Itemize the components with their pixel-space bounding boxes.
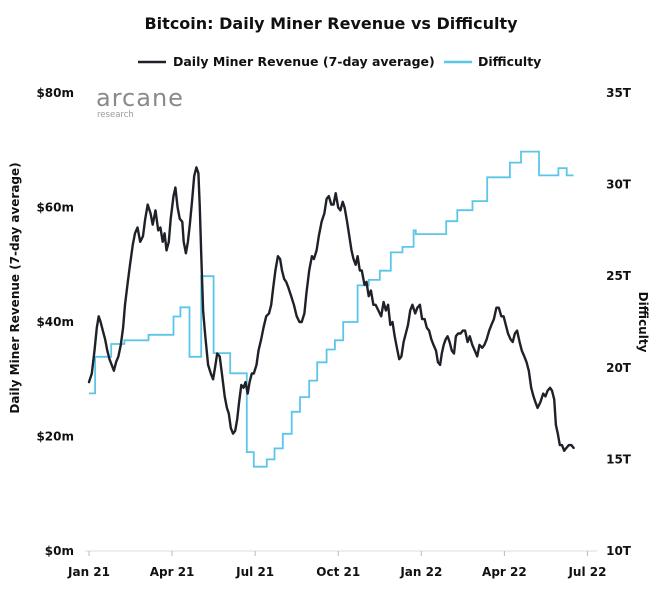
series-line-difficulty [89, 150, 574, 468]
brand-logo: arcane research [96, 84, 184, 120]
y-left-tick-label: $20m [36, 430, 74, 444]
y-right-axis: 10T 15T 20T 25T 30T 35T [606, 86, 632, 558]
series-line-revenue [87, 166, 575, 452]
x-axis: Jan 21 Apr 21 Jul 21 Oct 21 Jan 22 Apr 22 Jul … [67, 550, 606, 579]
brand-name: arcane [96, 84, 184, 112]
y-left-tick-label: $40m [36, 315, 74, 329]
y-right-tick-label: 15T [606, 452, 632, 466]
y-right-tick-label: 10T [606, 544, 632, 558]
x-tick-label: Jan 22 [399, 565, 442, 579]
y-right-axis-title: Difficulty [636, 292, 650, 353]
x-tick-label: Jan 21 [67, 565, 110, 579]
y-left-axis: $0m $20m $40m $60m $80m [36, 86, 74, 558]
legend: Daily Miner Revenue (7-day average) Diff… [138, 54, 541, 69]
x-tick-label: Jul 21 [235, 565, 274, 579]
y-left-tick-label: $0m [45, 544, 74, 558]
y-right-tick-label: 30T [606, 178, 632, 192]
chart-title: Bitcoin: Daily Miner Revenue vs Difficul… [144, 14, 518, 33]
y-left-tick-label: $80m [36, 86, 74, 100]
legend-label-difficulty: Difficulty [478, 54, 541, 69]
y-right-tick-label: 20T [606, 361, 632, 375]
x-tick-label: Oct 21 [316, 565, 360, 579]
legend-label-revenue: Daily Miner Revenue (7-day average) [173, 54, 435, 69]
brand-tagline: research [97, 110, 134, 120]
x-tick-label: Apr 22 [482, 565, 527, 579]
y-right-tick-label: 35T [606, 86, 632, 100]
x-tick-label: Apr 21 [150, 565, 195, 579]
y-left-tick-label: $60m [36, 201, 74, 215]
x-tick-label: Jul 22 [567, 565, 606, 579]
y-left-axis-title: Daily Miner Revenue (7-day average) [8, 162, 22, 413]
y-right-tick-label: 25T [606, 269, 632, 283]
